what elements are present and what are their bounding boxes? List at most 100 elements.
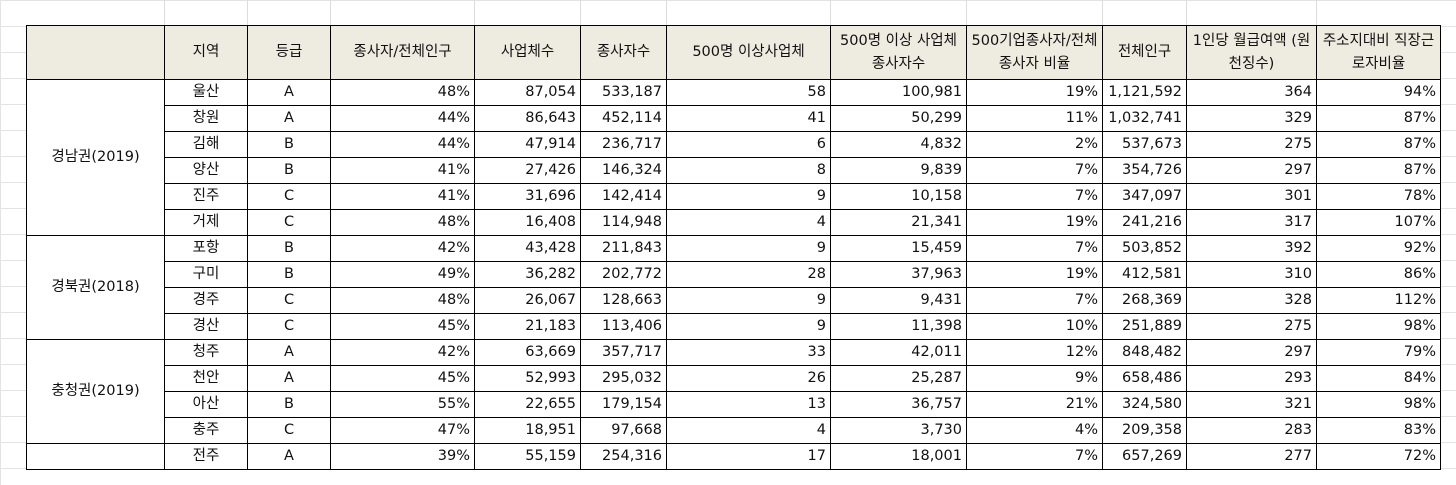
table-cell[interactable]: 4% bbox=[966, 417, 1103, 444]
table-cell[interactable]: 142,414 bbox=[580, 183, 667, 210]
table-cell[interactable]: A bbox=[247, 365, 331, 392]
table-cell[interactable]: 7% bbox=[966, 287, 1103, 314]
region-cell[interactable]: 경남권(2019) bbox=[26, 79, 165, 236]
table-cell[interactable]: 254,316 bbox=[580, 443, 667, 470]
table-cell[interactable]: 100,981 bbox=[830, 79, 967, 106]
table-cell[interactable]: 26 bbox=[666, 365, 831, 392]
table-cell[interactable]: 87,054 bbox=[474, 79, 581, 106]
table-cell[interactable]: 72% bbox=[1316, 443, 1441, 470]
table-cell[interactable]: 107% bbox=[1316, 209, 1441, 236]
table-cell[interactable]: 537,673 bbox=[1102, 131, 1187, 158]
table-cell[interactable]: 328 bbox=[1186, 287, 1317, 314]
column-header[interactable]: 지역 bbox=[164, 25, 248, 80]
table-cell[interactable]: 10% bbox=[966, 313, 1103, 340]
table-cell[interactable]: 41 bbox=[666, 105, 831, 132]
table-cell[interactable]: B bbox=[247, 157, 331, 184]
table-cell[interactable]: 268,369 bbox=[1102, 287, 1187, 314]
table-cell[interactable]: 진주 bbox=[164, 183, 248, 210]
table-cell[interactable]: 구미 bbox=[164, 261, 248, 288]
table-cell[interactable]: 98% bbox=[1316, 313, 1441, 340]
table-cell[interactable]: 21,341 bbox=[830, 209, 967, 236]
table-cell[interactable]: 47% bbox=[330, 417, 475, 444]
table-cell[interactable]: 9 bbox=[666, 235, 831, 262]
table-cell[interactable]: 42% bbox=[330, 339, 475, 366]
table-cell[interactable]: 6 bbox=[666, 131, 831, 158]
column-header[interactable]: 사업체수 bbox=[474, 25, 581, 80]
column-header[interactable]: 500명 이상사업체 bbox=[666, 25, 831, 80]
table-cell[interactable]: 63,669 bbox=[474, 339, 581, 366]
table-cell[interactable]: 87% bbox=[1316, 157, 1441, 184]
table-cell[interactable]: 251,889 bbox=[1102, 313, 1187, 340]
table-cell[interactable]: 283 bbox=[1186, 417, 1317, 444]
table-cell[interactable]: 48% bbox=[330, 287, 475, 314]
table-cell[interactable]: 청주 bbox=[164, 339, 248, 366]
table-cell[interactable]: 86% bbox=[1316, 261, 1441, 288]
table-cell[interactable]: B bbox=[247, 261, 331, 288]
table-cell[interactable]: 천안 bbox=[164, 365, 248, 392]
table-cell[interactable]: 354,726 bbox=[1102, 157, 1187, 184]
table-cell[interactable]: 창원 bbox=[164, 105, 248, 132]
table-cell[interactable]: 7% bbox=[966, 183, 1103, 210]
table-cell[interactable]: 19% bbox=[966, 261, 1103, 288]
table-cell[interactable]: 533,187 bbox=[580, 79, 667, 106]
table-cell[interactable]: 83% bbox=[1316, 417, 1441, 444]
table-cell[interactable]: 324,580 bbox=[1102, 391, 1187, 418]
table-cell[interactable]: 25,287 bbox=[830, 365, 967, 392]
table-cell[interactable]: 310 bbox=[1186, 261, 1317, 288]
table-cell[interactable]: 3,730 bbox=[830, 417, 967, 444]
table-cell[interactable]: 211,843 bbox=[580, 235, 667, 262]
table-cell[interactable]: 울산 bbox=[164, 79, 248, 106]
table-cell[interactable]: 45% bbox=[330, 365, 475, 392]
table-cell[interactable]: 7% bbox=[966, 157, 1103, 184]
column-header[interactable]: 500명 이상 사업체 종사자수 bbox=[830, 25, 967, 80]
column-header[interactable]: 주소지대비 직장근로자비율 bbox=[1316, 25, 1441, 80]
table-cell[interactable]: C bbox=[247, 313, 331, 340]
table-cell[interactable]: 9,431 bbox=[830, 287, 967, 314]
region-cell[interactable]: 경북권(2018) bbox=[26, 235, 165, 340]
table-cell[interactable]: 295,032 bbox=[580, 365, 667, 392]
table-cell[interactable]: 55% bbox=[330, 391, 475, 418]
table-cell[interactable]: 19% bbox=[966, 209, 1103, 236]
table-cell[interactable]: 392 bbox=[1186, 235, 1317, 262]
table-cell[interactable]: 48% bbox=[330, 79, 475, 106]
table-cell[interactable]: 329 bbox=[1186, 105, 1317, 132]
table-cell[interactable]: 94% bbox=[1316, 79, 1441, 106]
table-cell[interactable]: 21,183 bbox=[474, 313, 581, 340]
table-cell[interactable]: A bbox=[247, 105, 331, 132]
table-cell[interactable]: 9 bbox=[666, 183, 831, 210]
table-cell[interactable]: 김해 bbox=[164, 131, 248, 158]
table-cell[interactable]: 9,839 bbox=[830, 157, 967, 184]
table-cell[interactable]: 297 bbox=[1186, 339, 1317, 366]
table-cell[interactable]: 11,398 bbox=[830, 313, 967, 340]
table-cell[interactable]: 9 bbox=[666, 313, 831, 340]
table-cell[interactable]: C bbox=[247, 417, 331, 444]
table-cell[interactable]: 202,772 bbox=[580, 261, 667, 288]
table-cell[interactable]: 275 bbox=[1186, 313, 1317, 340]
table-cell[interactable]: 43,428 bbox=[474, 235, 581, 262]
table-cell[interactable]: 78% bbox=[1316, 183, 1441, 210]
table-cell[interactable]: 452,114 bbox=[580, 105, 667, 132]
column-header[interactable]: 종사자수 bbox=[580, 25, 667, 80]
column-header[interactable]: 전체인구 bbox=[1102, 25, 1187, 80]
table-cell[interactable]: 전주 bbox=[164, 443, 248, 470]
table-cell[interactable]: 146,324 bbox=[580, 157, 667, 184]
table-cell[interactable]: 49% bbox=[330, 261, 475, 288]
region-cell[interactable] bbox=[26, 443, 165, 470]
table-cell[interactable]: 114,948 bbox=[580, 209, 667, 236]
table-cell[interactable]: 58 bbox=[666, 79, 831, 106]
table-cell[interactable]: 19% bbox=[966, 79, 1103, 106]
table-cell[interactable]: 658,486 bbox=[1102, 365, 1187, 392]
table-cell[interactable]: 41% bbox=[330, 183, 475, 210]
table-cell[interactable]: 4 bbox=[666, 417, 831, 444]
table-cell[interactable]: 26,067 bbox=[474, 287, 581, 314]
table-cell[interactable]: 18,001 bbox=[830, 443, 967, 470]
table-cell[interactable]: 97,668 bbox=[580, 417, 667, 444]
table-cell[interactable]: 27,426 bbox=[474, 157, 581, 184]
table-cell[interactable]: 209,358 bbox=[1102, 417, 1187, 444]
table-cell[interactable]: 47,914 bbox=[474, 131, 581, 158]
table-cell[interactable]: 98% bbox=[1316, 391, 1441, 418]
table-cell[interactable]: 317 bbox=[1186, 209, 1317, 236]
table-cell[interactable]: 15,459 bbox=[830, 235, 967, 262]
region-cell[interactable]: 충청권(2019) bbox=[26, 339, 165, 444]
table-cell[interactable]: 거제 bbox=[164, 209, 248, 236]
